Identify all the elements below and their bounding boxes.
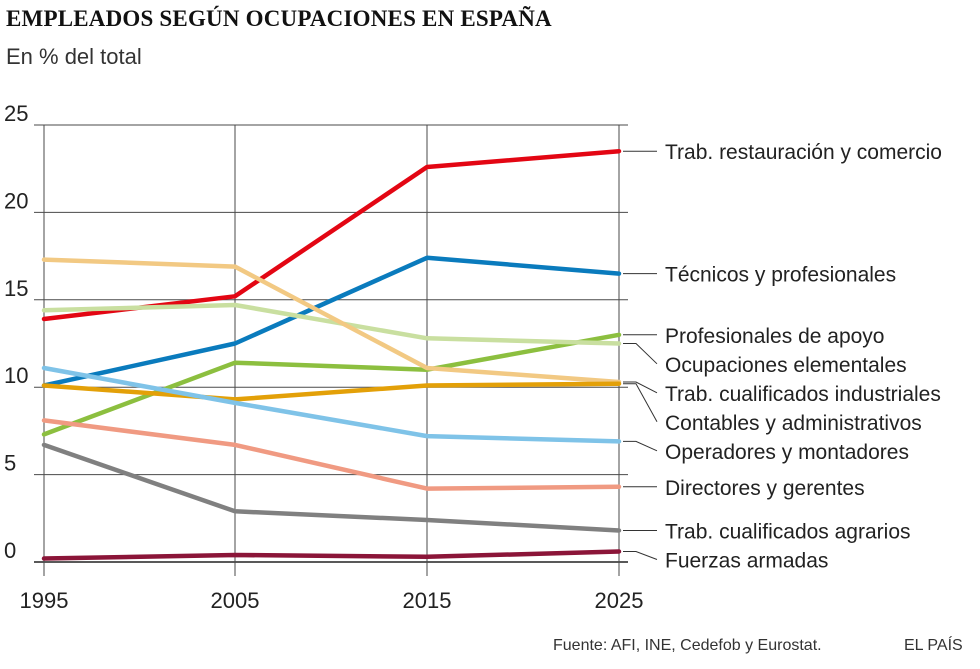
- legend-label-2: Profesionales de apoyo: [665, 325, 885, 348]
- legend-labels: Trab. restauración y comercio Técnicos y …: [665, 141, 942, 572]
- series-line-0: [41, 148, 622, 322]
- legend-label-5: Contables y administrativos: [665, 412, 922, 435]
- ytick-label-5: 5: [4, 451, 16, 476]
- legend-label-9: Fuerzas armadas: [665, 550, 828, 573]
- ytick-label-0: 0: [4, 538, 16, 563]
- ytick-label-20: 20: [4, 188, 28, 213]
- x-axis-ticks: 1995 2005 2015 2025: [20, 588, 644, 613]
- legend-label-7: Directores y gerentes: [665, 477, 865, 500]
- legend-leader-9: [623, 551, 658, 560]
- y-axis-ticks: 0 5 10 15 20 25: [4, 101, 28, 563]
- legend-label-4: Trab. cualificados industriales: [665, 383, 941, 406]
- xtick-label-2015: 2015: [403, 588, 452, 613]
- grid-lines: [34, 124, 628, 576]
- legend-leader-5: [623, 383, 658, 423]
- ytick-label-25: 25: [4, 101, 28, 126]
- legend-label-8: Trab. cualificados agrarios: [665, 521, 911, 544]
- ytick-label-15: 15: [4, 276, 28, 301]
- series-line-3: [41, 302, 622, 346]
- series-line-4: [41, 257, 622, 385]
- brand-label: EL PAÍS: [904, 637, 963, 654]
- series-line-1: [41, 255, 622, 388]
- legend-label-0: Trab. restauración y comercio: [665, 141, 942, 164]
- legend-leaders: [623, 150, 658, 560]
- legend-leader-6: [623, 440, 658, 452]
- xtick-label-2025: 2025: [595, 588, 644, 613]
- chart-title: EMPLEADOS SEGÚN OCUPACIONES EN ESPAÑA: [6, 6, 552, 31]
- xtick-label-1995: 1995: [20, 588, 69, 613]
- legend-leader-3: [623, 343, 658, 365]
- chart-subtitle: En % del total: [6, 44, 142, 69]
- legend-label-6: Operadores y montadores: [665, 441, 909, 464]
- series-line-6: [41, 365, 622, 444]
- series-line-8: [41, 442, 622, 533]
- series-line-5: [41, 381, 622, 402]
- series-line-7: [41, 418, 622, 491]
- legend-label-3: Ocupaciones elementales: [665, 354, 907, 377]
- legend-leader-4: [623, 381, 658, 394]
- legend-label-1: Técnicos y profesionales: [665, 264, 896, 287]
- series-line-2: [41, 332, 622, 437]
- series-lines: [41, 148, 622, 561]
- ytick-label-10: 10: [4, 363, 28, 388]
- xtick-label-2005: 2005: [211, 588, 260, 613]
- series-line-9: [41, 549, 622, 561]
- source-note: Fuente: AFI, INE, Cedefob y Eurostat.: [553, 637, 822, 654]
